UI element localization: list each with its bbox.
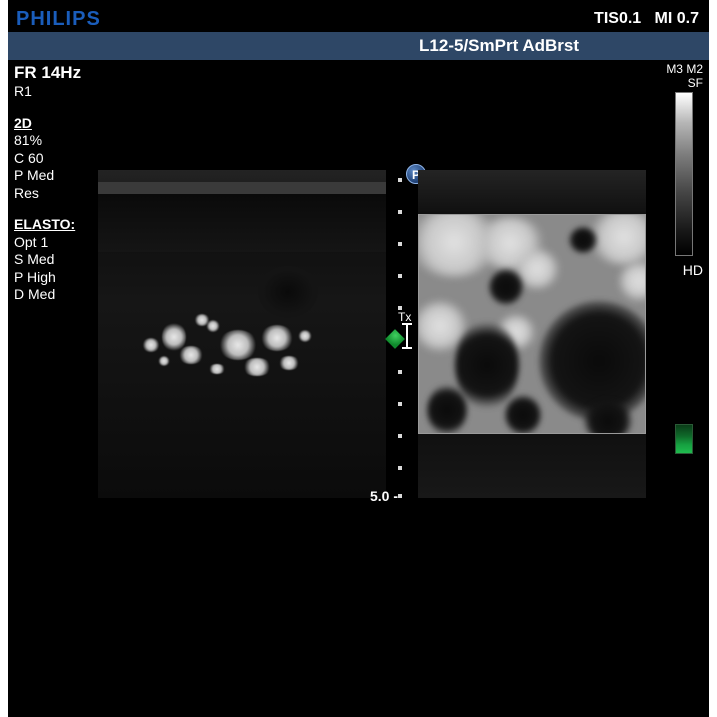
depth-tick xyxy=(398,466,402,470)
depth-max-label: 5.0 - xyxy=(370,488,398,504)
echogenic-speckle xyxy=(242,358,272,376)
subcut-layer xyxy=(98,194,386,252)
depth-tick xyxy=(398,274,402,278)
elasto-opt: Opt 1 xyxy=(14,234,48,250)
elasto-dynamic: D Med xyxy=(14,286,55,302)
stiff-region xyxy=(427,385,467,434)
depth-tick xyxy=(398,242,402,246)
skin-line xyxy=(98,182,386,194)
stiff-region xyxy=(505,395,541,434)
depth-tick xyxy=(398,210,402,214)
memory-labels: M3 M2 SF xyxy=(666,62,703,91)
compression: C 60 xyxy=(14,150,44,166)
sf-label: SF xyxy=(688,76,703,90)
strain-colorbar xyxy=(675,424,693,454)
echogenic-speckle xyxy=(260,325,294,351)
m3-label: M3 xyxy=(666,62,683,76)
depth-tick xyxy=(398,434,402,438)
elastography-panel[interactable] xyxy=(418,214,646,434)
echogenic-speckle xyxy=(194,314,210,326)
depth-tick xyxy=(398,402,402,406)
echogenic-speckle xyxy=(142,338,160,352)
header-band: L12-5/SmPrt AdBrst xyxy=(8,32,709,60)
echogenic-speckle xyxy=(298,330,312,342)
stiff-region xyxy=(455,321,519,409)
persistence: P Med xyxy=(14,167,54,183)
bmode-panel[interactable] xyxy=(98,170,386,498)
stiff-region xyxy=(569,227,597,253)
header-top-row: PHILIPS TIS0.1 MI 0.7 xyxy=(8,6,709,32)
elasto-frame-bottom xyxy=(418,434,646,498)
brand-logo: PHILIPS xyxy=(16,8,101,31)
resolution-mode: Res xyxy=(14,185,39,201)
elasto-smoothing: S Med xyxy=(14,251,54,267)
echogenic-speckle xyxy=(208,364,226,374)
mi-value: MI 0.7 xyxy=(655,10,699,27)
tx-focus-label: Tx xyxy=(398,310,411,324)
echogenic-speckle xyxy=(178,346,204,364)
hypoechoic-region xyxy=(258,266,318,318)
tis-value: TIS0.1 xyxy=(594,10,641,27)
r-line: R1 xyxy=(14,83,81,101)
elasto-title: ELASTO: xyxy=(14,216,75,234)
depth-tick xyxy=(398,370,402,374)
echogenic-speckle xyxy=(158,356,170,366)
grayscale-colorbar xyxy=(675,92,693,256)
diamond-icon xyxy=(385,329,405,349)
ultrasound-screen: PHILIPS TIS0.1 MI 0.7 L12-5/SmPrt AdBrst… xyxy=(8,0,709,717)
echogenic-speckle xyxy=(218,330,258,360)
preset-label: L12-5/SmPrt AdBrst xyxy=(419,36,579,56)
acoustic-indices: TIS0.1 MI 0.7 xyxy=(594,10,699,28)
elasto-persistence: P High xyxy=(14,269,56,285)
depth-tick xyxy=(398,494,402,498)
gain-percent: 81% xyxy=(14,132,42,148)
scan-parameters: FR 14Hz R1 2D 81% C 60 P Med Res ELASTO:… xyxy=(14,62,81,304)
imaging-area: 5.0 - P Tx xyxy=(98,170,658,510)
echogenic-speckle xyxy=(278,356,300,370)
depth-tick xyxy=(398,178,402,182)
elasto-frame-top xyxy=(418,170,646,214)
stiff-region xyxy=(489,269,523,305)
frame-rate: FR 14Hz xyxy=(14,62,81,83)
tx-focus-marker[interactable] xyxy=(388,326,416,354)
stiff-region xyxy=(583,401,633,434)
hd-label: HD xyxy=(683,262,703,278)
m2-label: M2 xyxy=(686,62,703,76)
mode-2d-title: 2D xyxy=(14,115,32,133)
